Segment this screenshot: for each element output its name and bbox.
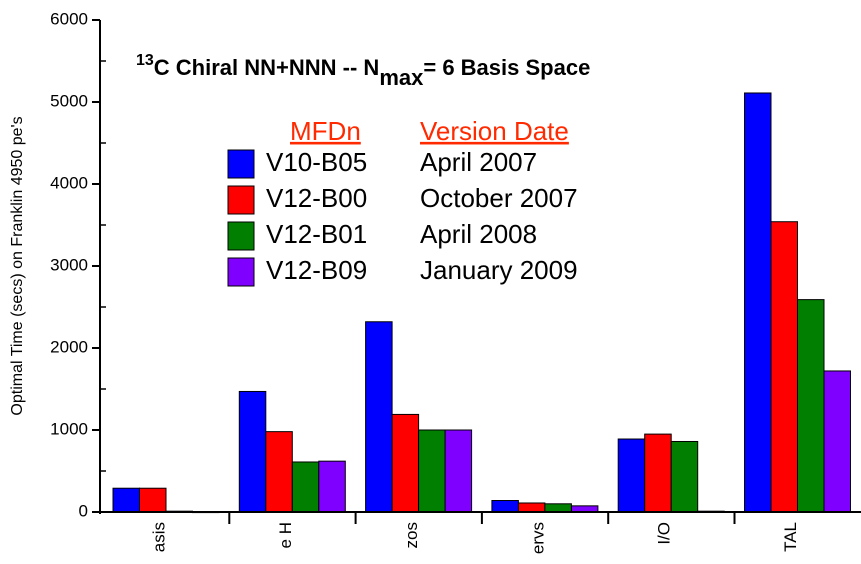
bar: [544, 503, 572, 513]
x-tick-label: I/O: [655, 522, 674, 545]
y-tick-label: 3000: [50, 255, 88, 274]
bar: [265, 431, 293, 513]
y-tick-label: 6000: [50, 9, 88, 28]
bar: [491, 500, 519, 513]
bar: [139, 487, 167, 513]
bar: [797, 299, 825, 513]
bar: [670, 440, 699, 513]
bar: [644, 433, 672, 513]
x-tick-label: TAL: [781, 522, 800, 552]
bar: [744, 92, 772, 513]
x-tick-label: asis: [149, 522, 168, 552]
y-tick-label: 0: [79, 501, 88, 520]
bar: [444, 429, 473, 513]
legend-label: V12-B09: [266, 255, 367, 285]
legend-date: October 2007: [420, 183, 578, 213]
legend-header: MFDn: [290, 116, 361, 146]
legend-swatch: [227, 257, 255, 287]
title-subscript: max: [379, 65, 424, 90]
legend-swatch: [227, 221, 255, 251]
title-main: C Chiral NN+NNN -- N: [154, 55, 380, 80]
bar: [318, 460, 346, 513]
legend-label: V12-B01: [266, 219, 367, 249]
bar: [418, 429, 446, 513]
chart-title: 13C Chiral NN+NNN -- Nmax= 6 Basis Space: [136, 52, 590, 90]
bar: [291, 461, 320, 513]
legend-label: V12-B00: [266, 183, 367, 213]
x-tick-label: zos: [402, 522, 421, 548]
y-tick-label: 2000: [50, 337, 88, 356]
y-tick-label: 4000: [50, 173, 88, 192]
legend-date: January 2009: [420, 255, 578, 285]
bar: [823, 370, 851, 513]
legend-date: April 2007: [420, 147, 537, 177]
title-end: = 6 Basis Space: [423, 55, 590, 80]
y-tick-label: 5000: [50, 91, 88, 110]
title-superscript: 13: [136, 52, 154, 69]
legend-header: Version Date: [420, 116, 569, 146]
bar: [365, 321, 393, 513]
bar: [238, 390, 267, 513]
x-tick-label: ervs: [528, 522, 547, 554]
legend-date: April 2008: [420, 219, 537, 249]
bar: [391, 413, 420, 513]
bar: [517, 502, 546, 513]
legend-swatch: [227, 185, 255, 215]
x-tick-label: e H: [276, 522, 295, 548]
y-tick-label: 1000: [50, 419, 88, 438]
bar: [112, 487, 140, 513]
y-axis-title: Optimal Time (secs) on Franklin 4950 pe'…: [9, 116, 26, 415]
legend-label: V10-B05: [266, 147, 367, 177]
bar: [617, 438, 646, 513]
legend-swatch: [227, 149, 255, 179]
bar: [770, 221, 798, 513]
